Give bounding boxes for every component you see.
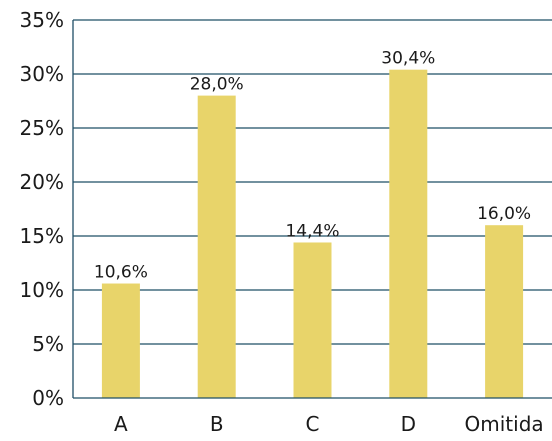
data-label: 14,4% — [285, 221, 339, 241]
x-tick-label: D — [401, 412, 416, 436]
y-tick-label: 5% — [32, 332, 64, 356]
y-tick-label: 35% — [20, 8, 64, 32]
x-tick-label: Omitida — [465, 412, 544, 436]
bar-c — [293, 242, 332, 398]
y-tick-label: 10% — [20, 278, 64, 302]
y-tick-label: 0% — [32, 386, 64, 410]
y-tick-label: 15% — [20, 224, 64, 248]
data-label: 28,0% — [190, 75, 244, 95]
bar-omitida — [485, 225, 524, 398]
bar-a — [101, 283, 140, 398]
x-tick-label: C — [306, 412, 320, 436]
data-label: 16,0% — [477, 204, 531, 224]
bars — [101, 69, 524, 399]
bar-d — [389, 69, 428, 399]
data-label: 30,4% — [381, 49, 435, 69]
x-tick-label: A — [114, 412, 128, 436]
data-label: 10,6% — [94, 263, 148, 283]
y-tick-label: 25% — [20, 116, 64, 140]
x-tick-label: B — [210, 412, 224, 436]
gridlines — [73, 19, 552, 345]
y-tick-label: 30% — [20, 62, 64, 86]
bar-b — [197, 95, 236, 398]
axes — [72, 20, 552, 399]
labels: 0% 5% 10% 15% 20% 25% 30% 35% 10,6% A 28,0% B 14,4% C… — [20, 8, 544, 436]
y-tick-label: 20% — [20, 170, 64, 194]
